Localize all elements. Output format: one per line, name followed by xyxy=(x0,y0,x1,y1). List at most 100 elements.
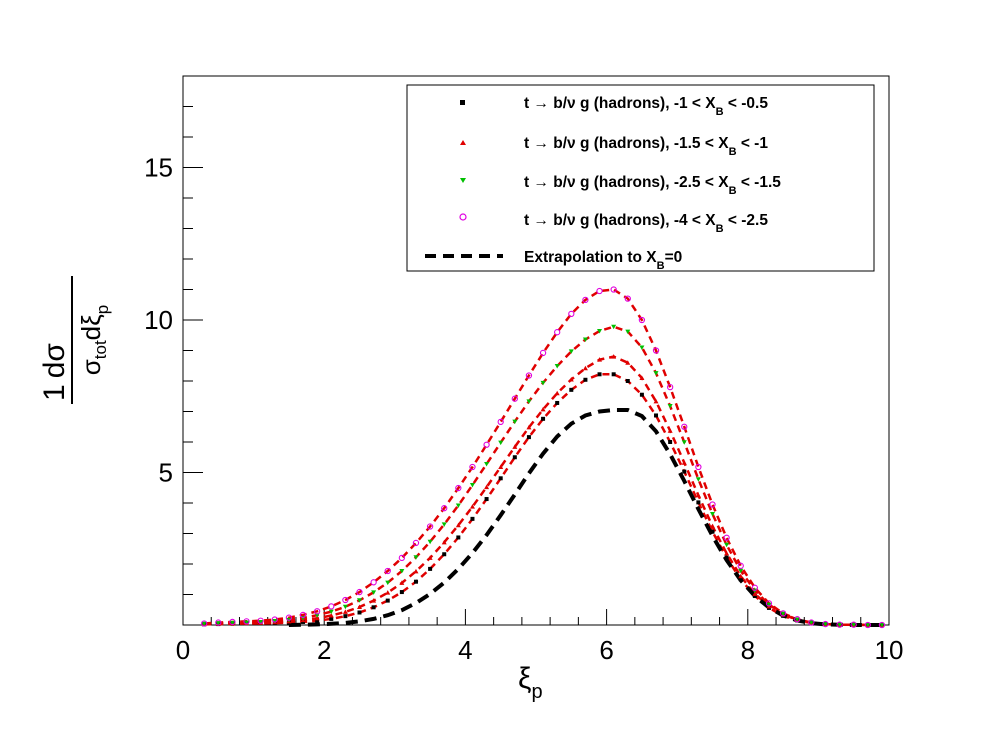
data-points xyxy=(201,286,886,629)
legend: t → b/ν g (hadrons), -1 < XB < -0.5 t → … xyxy=(406,84,875,272)
data-point-circle xyxy=(864,621,871,629)
data-point-square xyxy=(541,416,546,421)
data-point-circle xyxy=(652,347,660,354)
data-point-triangle-up xyxy=(681,460,687,465)
y-label-dxi: dξ xyxy=(76,314,106,340)
data-point-triangle-down xyxy=(780,611,786,617)
data-point-circle xyxy=(568,310,575,318)
data-point-circle xyxy=(709,501,716,508)
data-point-triangle-up xyxy=(427,555,433,560)
data-point-circle xyxy=(342,596,349,604)
data-point-triangle-up xyxy=(328,613,334,618)
data-point-square xyxy=(442,552,447,557)
data-point-triangle-down xyxy=(258,619,264,625)
svg-text:t → b/ν g (hadrons), -2.5 < XB: t → b/ν g (hadrons), -2.5 < XB < -1.5 xyxy=(524,174,781,197)
y-tick-label: 5 xyxy=(159,458,173,488)
legend-label-sub: B xyxy=(729,146,737,158)
data-point-triangle-up xyxy=(582,365,588,371)
data-point-circle xyxy=(412,539,420,547)
fit-curve xyxy=(204,355,882,627)
legend-marker-circle xyxy=(459,213,467,221)
x-label-p: p xyxy=(531,681,542,703)
x-tick-label: 8 xyxy=(741,635,755,665)
y-axis: 5 10 15 xyxy=(144,75,203,595)
legend-item: t → b/ν g (hadrons), -2.5 < XB < -1.5 xyxy=(460,174,781,197)
data-point-triangle-up xyxy=(611,354,617,359)
data-point-triangle-down xyxy=(653,371,659,376)
data-point-square xyxy=(654,413,659,418)
legend-label-range-end: =0 xyxy=(665,249,683,266)
data-point-circle xyxy=(624,295,631,302)
data-point-triangle-down xyxy=(879,623,885,628)
data-point-triangle-up xyxy=(441,539,447,545)
legend-label-prefix: t → b/ν g (hadrons), xyxy=(524,174,674,191)
legend-label-range: -4 < X xyxy=(674,212,716,229)
data-point-triangle-up xyxy=(498,464,504,470)
data-point-circle xyxy=(229,618,236,626)
data-point-square xyxy=(569,387,574,392)
fit-curve xyxy=(204,373,882,627)
data-point-triangle-down xyxy=(667,404,673,409)
data-point-triangle-down xyxy=(766,602,772,608)
data-point-triangle-up xyxy=(738,573,744,579)
data-point-circle xyxy=(441,505,448,512)
data-point-circle xyxy=(779,610,787,617)
data-point-square xyxy=(329,616,334,621)
data-point-circle xyxy=(638,316,646,324)
fit-curve xyxy=(204,325,882,627)
data-point-triangle-up xyxy=(597,357,603,362)
data-point-triangle-down xyxy=(215,621,221,626)
x-tick-label: 0 xyxy=(176,635,190,665)
data-point-square xyxy=(470,516,475,521)
data-point-triangle-down xyxy=(865,623,871,628)
svg-text:t → b/ν g (hadrons), -4 < XB <: t → b/ν g (hadrons), -4 < XB < -2.5 xyxy=(524,212,768,235)
data-point-triangle-up xyxy=(724,550,730,556)
data-point-circle xyxy=(356,588,363,596)
data-point-triangle-up xyxy=(540,406,546,412)
y-tick-label: 10 xyxy=(144,305,173,335)
data-point-triangle-up xyxy=(710,523,715,529)
data-point-circle xyxy=(299,611,307,619)
data-point-triangle-down xyxy=(371,590,377,595)
data-point-triangle-down xyxy=(568,349,574,354)
data-point-circle xyxy=(398,554,406,562)
data-point-circle xyxy=(328,603,335,610)
data-point-triangle-down xyxy=(540,380,546,386)
data-point-square xyxy=(752,594,757,599)
svg-text:σtotdξp: σtotdξp xyxy=(76,305,112,376)
data-point-triangle-down xyxy=(597,328,603,334)
data-point-circle xyxy=(455,484,462,492)
y-tick-label: 15 xyxy=(144,153,173,183)
svg-text:t → b/ν g (hadrons), -1 < XB <: t → b/ν g (hadrons), -1 < XB < -0.5 xyxy=(524,95,768,118)
data-point-square xyxy=(399,590,404,595)
data-point-triangle-up xyxy=(695,492,701,498)
data-point-triangle-down xyxy=(484,461,490,467)
data-point-square xyxy=(526,435,531,440)
legend-label-range: -1.5 < X xyxy=(674,135,729,152)
data-point-triangle-down xyxy=(244,620,250,626)
data-point-triangle-down xyxy=(822,622,828,627)
data-point-square xyxy=(357,610,362,615)
svg-text:1dσ: 1 dσ xyxy=(38,343,71,401)
data-point-square xyxy=(512,455,517,460)
y-label-tot: tot xyxy=(91,340,110,359)
legend-item: t → b/ν g (hadrons), -4 < XB < -2.5 xyxy=(459,212,768,235)
fit-curve xyxy=(204,288,882,627)
data-point-square xyxy=(385,598,390,603)
y-label-numerator: 1 xyxy=(38,384,71,401)
legend-label-sub: B xyxy=(716,223,724,235)
data-point-square xyxy=(738,577,743,582)
data-point-circle xyxy=(765,600,773,607)
data-point-square xyxy=(484,497,489,502)
y-label-dsigma: dσ xyxy=(38,343,71,379)
data-point-circle xyxy=(794,616,801,623)
data-point-triangle-up xyxy=(371,598,377,603)
data-point-circle xyxy=(878,621,886,629)
data-point-circle xyxy=(554,329,561,336)
data-point-triangle-down xyxy=(342,604,348,610)
data-point-triangle-up xyxy=(484,484,490,490)
legend-item: t → b/ν g (hadrons), -1 < XB < -0.5 xyxy=(460,95,768,118)
legend-label-range-end: < -1.5 xyxy=(737,174,782,191)
data-point-triangle-down xyxy=(738,568,744,574)
data-point-triangle-down xyxy=(413,555,419,560)
